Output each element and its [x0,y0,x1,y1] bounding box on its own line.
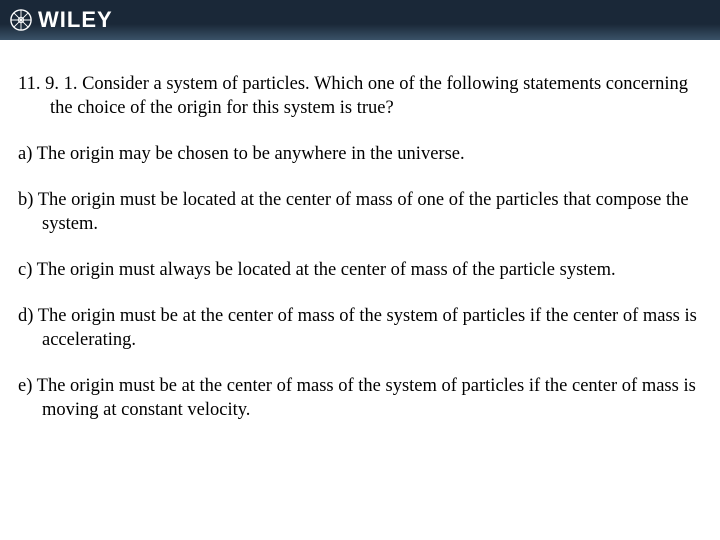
slide-content: 11. 9. 1. Consider a system of particles… [0,40,720,422]
question-text: Consider a system of particles. Which on… [50,74,688,118]
brand-text: WILEY [38,7,113,33]
option-b: b) The origin must be located at the cen… [18,188,702,236]
option-c: c) The origin must always be located at … [18,258,702,282]
option-text: The origin must be at the center of mass… [38,306,697,350]
question-block: 11. 9. 1. Consider a system of particles… [18,72,702,120]
option-text: The origin may be chosen to be anywhere … [37,144,465,164]
wiley-logo-icon [10,9,32,31]
option-a: a) The origin may be chosen to be anywhe… [18,142,702,166]
option-text: The origin must always be located at the… [37,260,616,280]
option-text: The origin must be at the center of mass… [37,376,696,420]
header-bar: WILEY [0,0,720,40]
wiley-logo: WILEY [10,7,113,33]
question-number: 11. 9. 1. [18,74,77,94]
option-text: The origin must be located at the center… [38,190,689,234]
option-e: e) The origin must be at the center of m… [18,374,702,422]
option-d: d) The origin must be at the center of m… [18,304,702,352]
option-label: d) [18,306,33,326]
option-label: e) [18,376,32,396]
option-label: c) [18,260,32,280]
option-label: b) [18,190,33,210]
option-label: a) [18,144,32,164]
